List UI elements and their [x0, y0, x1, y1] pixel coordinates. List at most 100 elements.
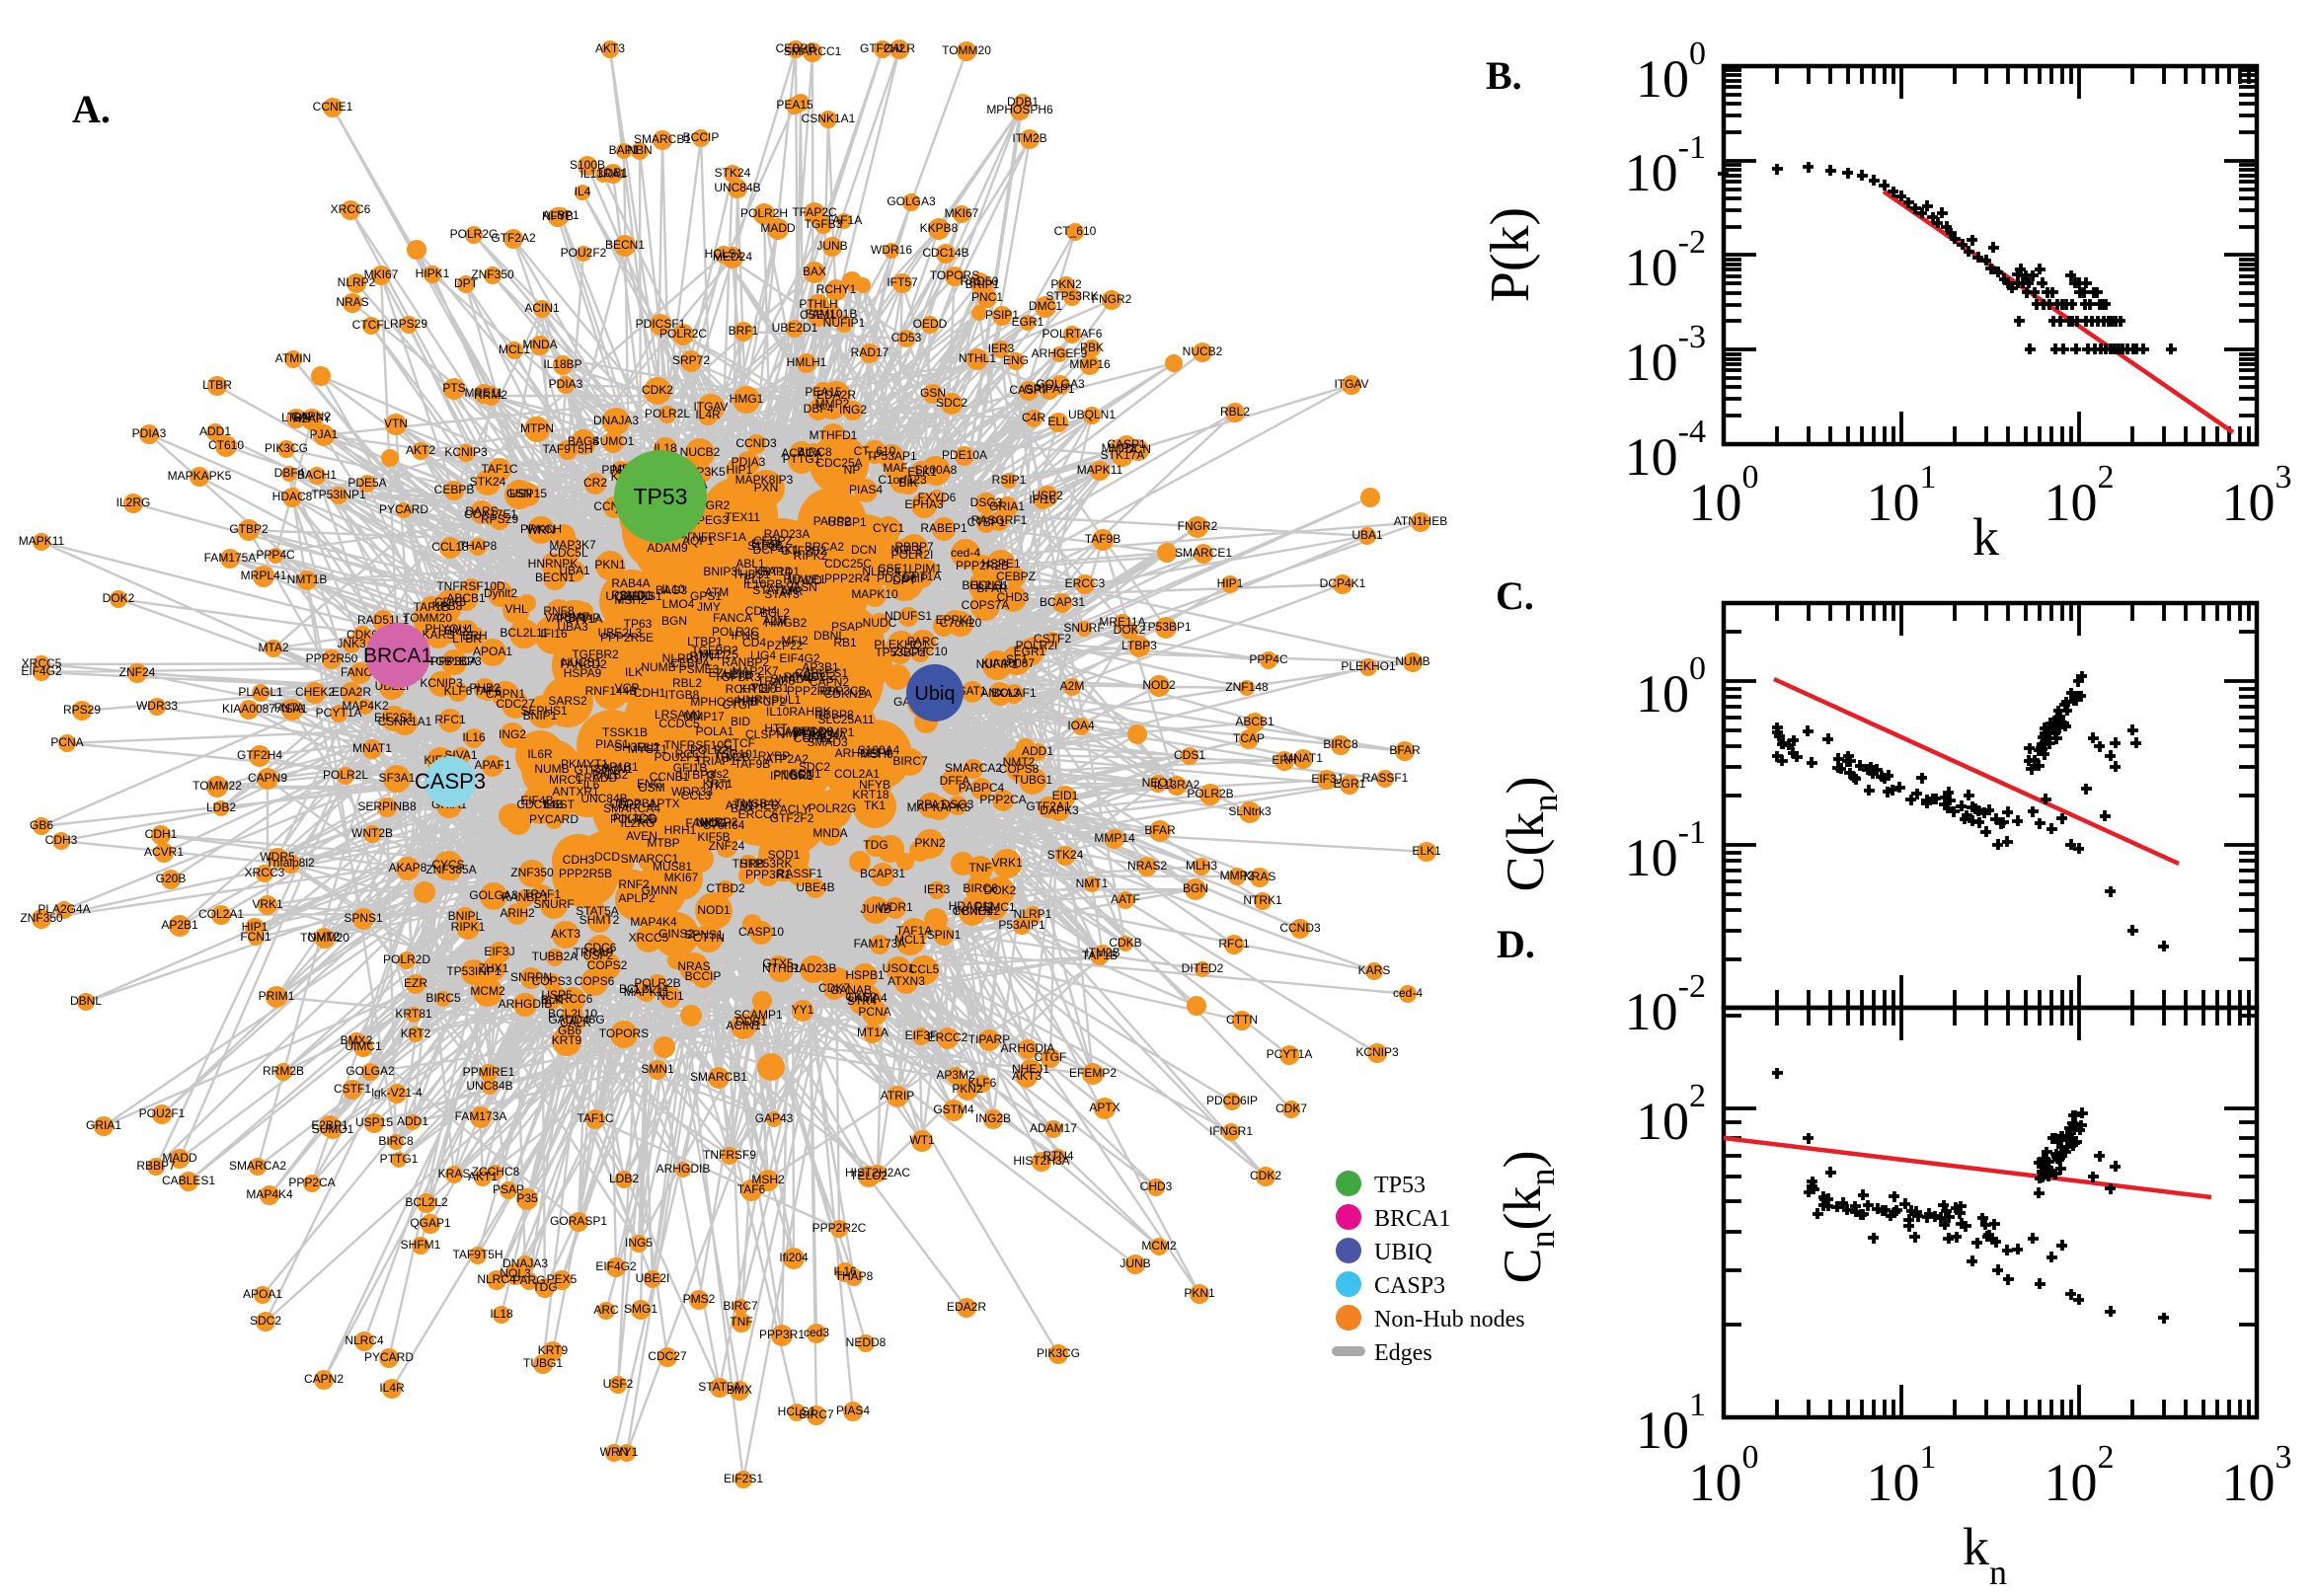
- svg-text:TOPORS: TOPORS: [930, 268, 979, 282]
- svg-text:RBL2: RBL2: [1220, 405, 1250, 418]
- svg-text:BIRC7: BIRC7: [799, 1407, 834, 1421]
- svg-text:LTBP1: LTBP1: [687, 635, 723, 648]
- svg-text:P(k): P(k): [1480, 207, 1541, 302]
- svg-text:PABPC4: PABPC4: [959, 781, 1005, 795]
- svg-text:Ifi204: Ifi204: [779, 1251, 809, 1264]
- svg-text:BID: BID: [731, 715, 750, 728]
- svg-text:FANCA: FANCA: [713, 611, 752, 625]
- svg-text:APTX: APTX: [1089, 1101, 1119, 1114]
- svg-text:PPP2CA: PPP2CA: [979, 793, 1026, 806]
- svg-text:CDK2: CDK2: [642, 383, 673, 397]
- svg-text:FNGR2: FNGR2: [1092, 292, 1132, 306]
- svg-text:TAF9B: TAF9B: [1085, 532, 1120, 546]
- svg-text:AKT1: AKT1: [468, 1170, 498, 1183]
- svg-text:FLI1: FLI1: [637, 740, 660, 754]
- svg-text:KCNIP3: KCNIP3: [444, 445, 488, 459]
- svg-text:TP63: TP63: [624, 617, 653, 631]
- svg-text:MAP4K2: MAP4K2: [342, 699, 389, 713]
- svg-text:DBNL: DBNL: [70, 994, 102, 1008]
- svg-text:k: k: [1972, 507, 1999, 567]
- svg-text:EIF4G2: EIF4G2: [595, 1259, 637, 1273]
- svg-text:TMSB4X: TMSB4X: [734, 797, 782, 810]
- svg-text:RYBP: RYBP: [758, 749, 790, 763]
- svg-text:LTBR: LTBR: [202, 378, 232, 392]
- svg-text:RANBP1: RANBP1: [502, 890, 549, 904]
- svg-text:LDB2: LDB2: [609, 1172, 639, 1185]
- svg-text:COPS7A: COPS7A: [962, 598, 1010, 612]
- svg-text:KIF5B: KIF5B: [697, 830, 730, 844]
- svg-text:POLR2B: POLR2B: [1187, 787, 1233, 800]
- svg-text:TP53: TP53: [634, 484, 688, 509]
- svg-text:PLEKHO1: PLEKHO1: [1341, 659, 1396, 673]
- svg-text:PDIA3: PDIA3: [132, 426, 167, 440]
- svg-text:CDC25A: CDC25A: [815, 456, 862, 470]
- svg-text:ced-4: ced-4: [951, 546, 980, 560]
- svg-text:DCD: DCD: [594, 850, 620, 864]
- svg-text:ZNF385A: ZNF385A: [425, 863, 476, 876]
- svg-text:KRT9: KRT9: [552, 1033, 582, 1047]
- svg-text:IFT57: IFT57: [887, 275, 918, 289]
- svg-text:AQP1: AQP1: [682, 534, 714, 548]
- svg-text:USP2: USP2: [609, 798, 641, 811]
- svg-text:IL10: IL10: [661, 582, 685, 596]
- svg-text:ARHGDIA: ARHGDIA: [1001, 1041, 1055, 1055]
- svg-text:STK24: STK24: [470, 475, 506, 489]
- svg-text:ELK1: ELK1: [1412, 844, 1441, 858]
- svg-text:CAPN9: CAPN9: [248, 771, 287, 785]
- svg-text:SUMO1: SUMO1: [312, 1122, 354, 1136]
- svg-text:WDR33: WDR33: [136, 699, 178, 713]
- svg-text:FNGR2: FNGR2: [1178, 519, 1218, 533]
- svg-text:ATM: ATM: [705, 585, 729, 599]
- svg-text:NRAS2: NRAS2: [1127, 859, 1167, 873]
- svg-text:CDH3: CDH3: [45, 833, 78, 847]
- svg-text:MT1A: MT1A: [857, 1026, 888, 1039]
- svg-text:PPP2R5B: PPP2R5B: [559, 867, 612, 880]
- svg-text:MCL1: MCL1: [894, 933, 926, 947]
- svg-text:RNF2: RNF2: [618, 877, 650, 891]
- svg-text:POLR2G: POLR2G: [450, 227, 499, 241]
- svg-text:SPNS1: SPNS1: [344, 911, 383, 925]
- svg-text:MTA2: MTA2: [258, 641, 288, 654]
- svg-text:CEBPB: CEBPB: [776, 41, 816, 55]
- svg-text:CCL18: CCL18: [431, 540, 469, 554]
- svg-text:MMP1: MMP1: [820, 725, 855, 739]
- svg-text:PXN: PXN: [754, 481, 779, 494]
- svg-text:ATN1HEB: ATN1HEB: [1394, 514, 1447, 528]
- svg-text:ERH: ERH: [1272, 753, 1296, 767]
- svg-text:KKPB8: KKPB8: [920, 221, 959, 235]
- svg-text:WNT2B: WNT2B: [351, 826, 393, 840]
- svg-text:MAPK11: MAPK11: [1077, 463, 1123, 477]
- svg-text:TAF1B: TAF1B: [1082, 949, 1118, 962]
- svg-text:HSPB1: HSPB1: [845, 968, 885, 982]
- svg-text:KRAS: KRAS: [1244, 870, 1276, 883]
- svg-text:CDC14B: CDC14B: [922, 246, 968, 260]
- svg-text:POLR2G: POLR2G: [809, 801, 857, 815]
- svg-text:MKI67: MKI67: [364, 267, 399, 281]
- svg-text:EZR: EZR: [404, 976, 427, 990]
- svg-text:STK24: STK24: [1047, 848, 1084, 862]
- svg-text:TGFBR3: TGFBR3: [714, 670, 761, 684]
- svg-text:TK1: TK1: [864, 798, 886, 812]
- svg-text:GB6: GB6: [30, 818, 53, 832]
- svg-text:CASP3: CASP3: [415, 769, 486, 794]
- svg-text:NUMB: NUMB: [1395, 654, 1429, 668]
- svg-text:A.: A.: [72, 87, 111, 131]
- svg-text:TCAP: TCAP: [1233, 731, 1265, 745]
- svg-text:TGFBR2: TGFBR2: [572, 647, 619, 661]
- svg-text:CALR: CALR: [884, 41, 915, 55]
- svg-text:BIRC7: BIRC7: [723, 1299, 758, 1313]
- svg-text:DCP4K1: DCP4K1: [1320, 576, 1366, 590]
- svg-text:HIP1: HIP1: [242, 920, 269, 934]
- svg-text:BECN1: BECN1: [535, 570, 575, 584]
- svg-text:MCM2: MCM2: [470, 984, 505, 998]
- svg-text:STK24: STK24: [715, 166, 751, 180]
- svg-text:CCND3: CCND3: [1279, 921, 1321, 935]
- svg-text:BFAR: BFAR: [1389, 743, 1421, 757]
- svg-text:PCNA: PCNA: [50, 735, 83, 749]
- svg-text:CDH3: CDH3: [563, 853, 595, 867]
- svg-text:IFNGR1: IFNGR1: [1209, 1124, 1253, 1138]
- svg-text:TNF: TNF: [730, 1315, 752, 1329]
- svg-text:ITGB1BP3: ITGB1BP3: [425, 654, 482, 668]
- svg-text:GTX5: GTX5: [762, 956, 794, 970]
- svg-text:ACIN1: ACIN1: [524, 301, 560, 315]
